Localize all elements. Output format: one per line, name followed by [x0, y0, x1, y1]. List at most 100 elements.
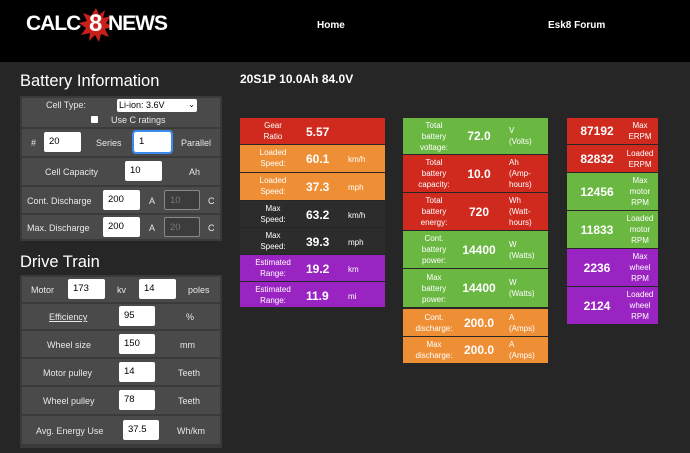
card-value: 2124	[583, 298, 611, 313]
use-c-ratings-checkbox[interactable]	[91, 116, 98, 123]
capacity-label: Cell Capacity	[45, 167, 99, 177]
energy-unit: Wh/km	[177, 426, 205, 436]
cell-type-label: Cell Type:	[46, 100, 86, 110]
chevron-down-icon: ⌄	[188, 100, 195, 109]
cont-discharge-c-input[interactable]: 10	[164, 190, 200, 210]
wheel-pulley-input[interactable]: 78	[119, 390, 155, 410]
wheel-pulley-label: Wheel pulley	[43, 396, 95, 406]
card-label: Loaded wheel RPM	[626, 290, 654, 321]
card-value: 10.0	[467, 166, 491, 181]
max-discharge-c-input[interactable]: 20	[164, 217, 200, 237]
rpm-card-2: 12456 Max motor RPM	[567, 173, 658, 210]
logo-text-right: NEWS	[108, 12, 168, 35]
card-value: 2236	[583, 260, 611, 275]
card-unit: V (Volts)	[509, 126, 532, 146]
card-unit: A (Amps)	[509, 312, 535, 333]
card-label: Max Speed:	[260, 231, 286, 251]
card-value: 720	[468, 204, 490, 219]
card-value: 63.2	[306, 208, 330, 222]
nav-home-link[interactable]: Home	[317, 20, 345, 31]
wheel-size-input[interactable]: 150	[119, 334, 155, 354]
efficiency-label[interactable]: Efficiency	[49, 312, 88, 322]
logo-mark-digit: 8	[89, 10, 103, 37]
speed-card-5: Estimated Range: 19.2 km	[240, 255, 385, 281]
max-discharge-c-unit: C	[208, 223, 215, 233]
parallel-label: Parallel	[181, 138, 212, 148]
wheel-size-unit: mm	[180, 340, 195, 350]
card-label: Max battery power:	[421, 272, 447, 304]
battery-stat-card-5: Cont. discharge: 200.0 A (Amps)	[403, 309, 548, 336]
rpm-card-0: 87192 Max ERPM	[567, 118, 658, 144]
series-input[interactable]: 20	[44, 132, 81, 152]
rpm-card-4: 2236 Max wheel RPM	[567, 249, 658, 286]
card-value: 14400	[462, 281, 496, 295]
cell-type-select-value: Li-ion: 3.6V	[119, 100, 165, 110]
card-value: 82832	[580, 151, 614, 166]
energy-row: Avg. Energy Use 37.5 Wh/km	[22, 416, 220, 444]
speed-card-4: Max Speed: 39.3 mph	[240, 228, 385, 254]
battery-panel: Cell Type: Li-ion: 3.6V ⌄ Use C ratings …	[20, 96, 222, 241]
card-value: 72.0	[467, 129, 491, 143]
speed-card-1: Loaded Speed: 60.1 km/h	[240, 145, 385, 172]
card-value: 200.0	[463, 343, 495, 357]
cont-discharge-unit: A	[149, 196, 156, 206]
poles-input[interactable]: 14	[139, 279, 176, 299]
battery-stat-card-0: Total battery voltage: 72.0 V (Volts)	[403, 118, 548, 154]
card-unit: mph	[348, 238, 364, 247]
card-label: Total battery voltage:	[419, 121, 449, 152]
main-content: Battery Information Cell Type: Li-ion: 3…	[0, 62, 690, 453]
card-label: Total battery capacity:	[418, 158, 450, 189]
cell-type-select[interactable]: Li-ion: 3.6V ⌄	[117, 99, 197, 112]
battery-stat-card-2: Total battery energy: 720 Wh (Watt-hours)	[403, 193, 548, 230]
poles-label: poles	[188, 285, 210, 295]
rpm-card-3: 11833 Loaded motor RPM	[567, 211, 658, 248]
efficiency-input[interactable]: 95	[119, 306, 155, 326]
battery-stat-card-1: Total battery capacity: 10.0 Ah (Amp-hours)	[403, 155, 548, 192]
card-value: 60.1	[306, 152, 330, 166]
card-unit: mi	[348, 292, 357, 301]
max-discharge-label: Max. Discharge	[27, 223, 90, 233]
card-value: 19.2	[306, 262, 330, 276]
cont-discharge-label: Cont. Discharge	[27, 196, 92, 206]
site-logo[interactable]: CALC 8 NEWS	[26, 8, 171, 42]
max-discharge-input[interactable]: 200	[103, 217, 140, 237]
card-label: Gear Ratio	[263, 121, 283, 141]
cells-row: # 20 Series 1 Parallel	[22, 129, 220, 156]
motor-pulley-input[interactable]: 14	[119, 362, 155, 382]
motor-kv-input[interactable]: 173	[68, 279, 105, 299]
use-c-ratings-label: Use C ratings	[111, 115, 166, 125]
nav-forum-link[interactable]: Esk8 Forum	[548, 20, 606, 31]
energy-input[interactable]: 37.5	[123, 420, 159, 440]
battery-stat-card-6: Max discharge: 200.0 A (Amps)	[403, 337, 548, 363]
card-unit: km	[348, 265, 359, 274]
card-label: Loaded Speed:	[259, 176, 287, 196]
splat-logo-icon	[79, 8, 113, 42]
speed-card-3: Max Speed: 63.2 km/h	[240, 201, 385, 227]
efficiency-row: Efficiency 95 %	[22, 304, 220, 329]
card-unit: km/h	[348, 211, 366, 220]
wheel-pulley-row: Wheel pulley 78 Teeth	[22, 387, 220, 414]
max-discharge-unit: A	[149, 223, 156, 233]
capacity-unit: Ah	[189, 167, 201, 177]
series-hash-label: #	[31, 138, 37, 148]
energy-label: Avg. Energy Use	[36, 426, 104, 436]
speed-card-6: Estimated Range: 11.9 mi	[240, 282, 385, 307]
motor-row: Motor 173 kv 14 poles	[22, 277, 220, 302]
cell-type-row: Cell Type: Li-ion: 3.6V ⌄ Use C ratings	[22, 98, 220, 127]
capacity-input[interactable]: 10	[125, 161, 162, 181]
speed-card-2: Loaded Speed: 37.3 mph	[240, 173, 385, 200]
card-value: 200.0	[463, 315, 495, 330]
card-value: 11833	[580, 222, 614, 237]
card-unit: Ah (Amp-hours)	[509, 158, 532, 189]
card-unit: A (Amps)	[509, 340, 535, 360]
card-label: Max wheel RPM	[629, 252, 651, 283]
capacity-row: Cell Capacity 10 Ah	[22, 158, 220, 185]
card-label: Max motor RPM	[629, 176, 651, 207]
card-value: 12456	[580, 184, 614, 199]
cont-discharge-input[interactable]: 200	[103, 190, 140, 210]
card-unit: W (Watts)	[509, 278, 535, 298]
drive-section-title: Drive Train	[20, 253, 100, 271]
motor-pulley-unit: Teeth	[178, 368, 201, 378]
parallel-input[interactable]: 1	[132, 130, 173, 154]
